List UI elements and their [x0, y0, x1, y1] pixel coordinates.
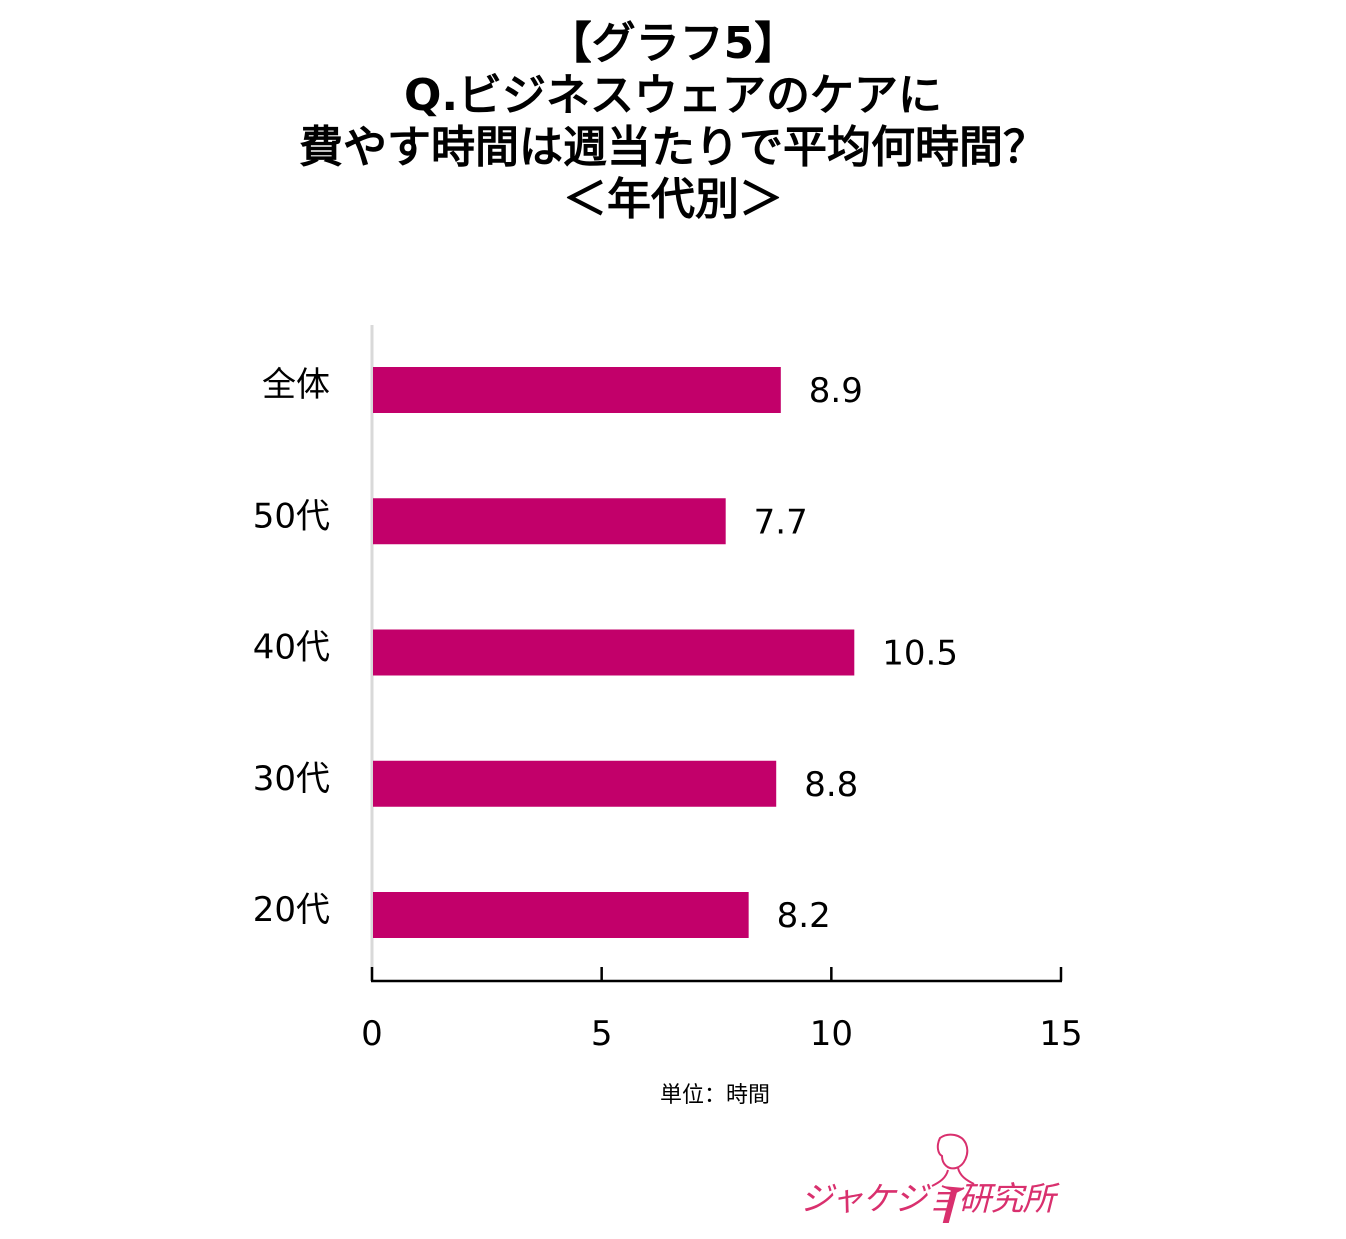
woman-silhouette-icon [931, 1133, 975, 1223]
x-tick-label: 5 [591, 1014, 613, 1054]
unit-label: 単位：時間 [659, 1083, 770, 1108]
x-tick-label: 15 [1039, 1014, 1082, 1054]
category-label: 50代 [253, 496, 330, 536]
category-label: 全体 [262, 365, 330, 405]
category-label: 40代 [253, 628, 330, 668]
title-line-3: 費やす時間は週当たりで平均何時間？ [299, 122, 1047, 173]
title-line-4: ＜年代別＞ [563, 174, 783, 225]
data-label: 8.8 [804, 765, 858, 805]
data-label: 8.2 [777, 896, 831, 936]
title-line-2: Q.ビジネスウェアのケアに [403, 70, 943, 121]
data-label: 10.5 [882, 634, 958, 674]
bar [373, 892, 749, 938]
bar [373, 629, 855, 676]
title-line-1: 【グラフ5】 [547, 18, 799, 69]
x-tick-label: 0 [361, 1014, 383, 1054]
data-label: 8.9 [809, 371, 863, 411]
logo-text: ジャケジョ研究所 [800, 1179, 1055, 1218]
category-label: 20代 [253, 890, 330, 930]
data-label: 7.7 [754, 502, 808, 542]
chart-title: 【グラフ5】 Q.ビジネスウェアのケアに 費やす時間は週当たりで平均何時間？ ＜… [0, 18, 1346, 226]
x-tick-label: 10 [810, 1014, 853, 1054]
bar [373, 498, 726, 545]
category-label: 30代 [253, 759, 330, 799]
bar [373, 367, 781, 413]
bar [373, 760, 777, 807]
logo: ジャケジョ研究所 [800, 1130, 1100, 1230]
